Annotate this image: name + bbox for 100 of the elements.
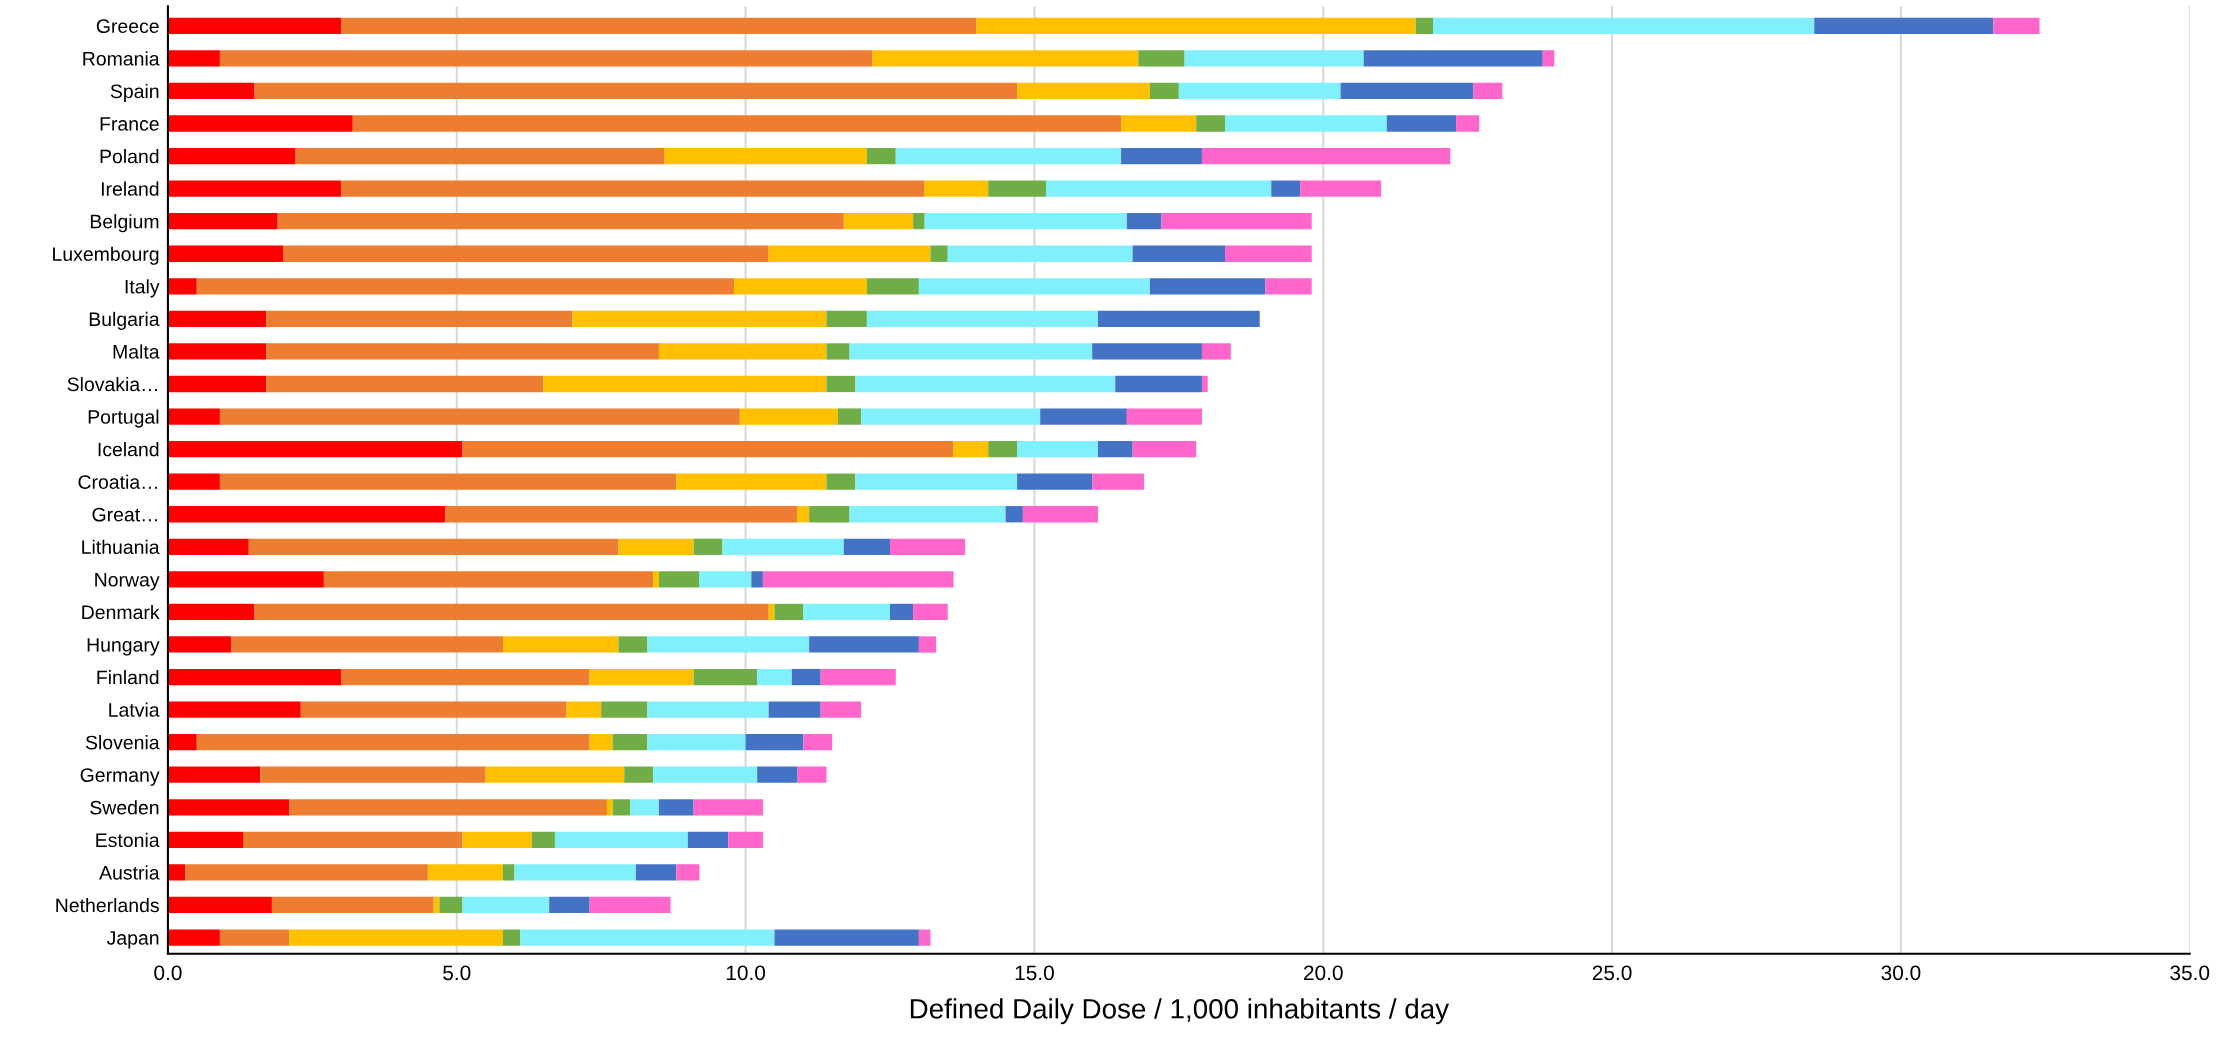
y-tick-label: Denmark [82, 604, 160, 620]
bar [647, 636, 810, 653]
bar [462, 440, 954, 458]
bar [1005, 506, 1023, 523]
bar [728, 831, 763, 848]
bar [843, 213, 914, 230]
bar [167, 343, 267, 360]
bar [913, 603, 948, 621]
bar [277, 213, 844, 230]
bar [1201, 343, 1231, 360]
bar [219, 473, 677, 490]
y-tick-label: Germany [80, 768, 160, 786]
bar [693, 799, 763, 816]
y-tick-label: Poland [100, 149, 159, 164]
bar [624, 766, 654, 783]
y-tick-label: Great… [92, 507, 157, 522]
bar [601, 701, 648, 718]
bar [1126, 213, 1162, 230]
bar [167, 538, 249, 555]
bar [820, 668, 896, 686]
y-tick-label: Finland [97, 670, 159, 685]
bar [196, 734, 590, 751]
bar [341, 668, 590, 686]
bar [295, 147, 665, 165]
bar [502, 864, 515, 881]
bar [543, 375, 827, 393]
bar [167, 896, 272, 914]
bar [618, 538, 694, 555]
x-tick-label: 25.0 [1592, 965, 1632, 981]
bar [722, 538, 844, 555]
bar [699, 571, 752, 588]
bar [1132, 245, 1226, 262]
bar [167, 408, 220, 425]
bar [1456, 115, 1480, 132]
bar [572, 310, 827, 328]
bar [589, 668, 694, 686]
y-tick-label: Estonia [96, 832, 160, 848]
y-tick-label: Slovakia… [67, 376, 157, 392]
bar [1196, 115, 1226, 132]
bar [502, 929, 521, 946]
bar [676, 473, 827, 490]
y-tick-label: Italy [125, 279, 160, 298]
bar [803, 603, 890, 621]
bar [826, 310, 867, 328]
bar [254, 82, 1018, 100]
bar [254, 603, 769, 621]
bar [167, 831, 244, 848]
bar [734, 278, 867, 295]
bar [1115, 375, 1202, 393]
y-tick-label: Spain [110, 83, 159, 103]
bar [768, 701, 821, 718]
bar [1178, 82, 1341, 100]
bar [260, 766, 486, 783]
bar [843, 538, 890, 555]
bar [757, 766, 798, 783]
y-tick-label: Netherlands [56, 897, 159, 913]
bar [658, 571, 700, 588]
bar [1201, 375, 1208, 393]
bar [849, 343, 1093, 360]
bar [774, 603, 804, 621]
bar [1225, 245, 1312, 262]
bar [167, 180, 342, 197]
bar [185, 864, 428, 881]
bar [606, 799, 613, 816]
bar [1126, 408, 1202, 425]
bar [300, 701, 567, 718]
bar [167, 473, 220, 490]
y-tick-label: Slovenia [85, 735, 160, 750]
bar [745, 734, 804, 751]
bar [1386, 115, 1457, 132]
y-tick-label: Portugal [88, 409, 159, 428]
bar [1415, 17, 1433, 34]
bar [554, 831, 688, 848]
bar [167, 375, 267, 393]
x-tick-label: 30.0 [1881, 965, 1921, 981]
bar [271, 896, 434, 914]
bar [167, 766, 261, 783]
bar [485, 766, 625, 783]
bar [658, 799, 694, 816]
bar [855, 473, 1018, 490]
bar [826, 473, 856, 490]
bar [803, 734, 833, 751]
bar [167, 213, 278, 230]
y-tick-label: Lithuania [82, 539, 160, 555]
bar [266, 375, 544, 393]
bar [855, 375, 1116, 393]
y-tick-label: Hungary [87, 638, 160, 656]
bar [514, 864, 636, 881]
x-tick-label: 5.0 [443, 965, 471, 981]
bar [1121, 115, 1197, 132]
bar [219, 929, 290, 946]
bar [167, 440, 463, 458]
bar [1097, 440, 1133, 458]
bar [1017, 473, 1093, 490]
bar [976, 17, 1416, 34]
bar [167, 734, 197, 751]
bar [1184, 50, 1364, 67]
bar [231, 636, 503, 653]
bar [1017, 440, 1098, 458]
bar [1161, 213, 1312, 230]
